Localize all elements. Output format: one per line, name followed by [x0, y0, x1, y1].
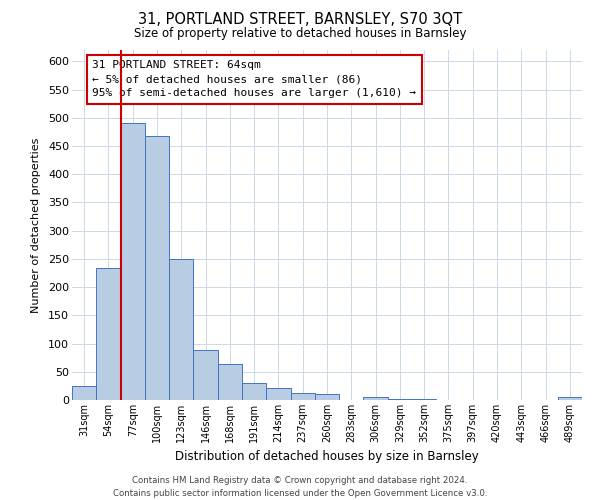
Bar	[558, 397, 582, 400]
Y-axis label: Number of detached properties: Number of detached properties	[31, 138, 41, 312]
Text: 31 PORTLAND STREET: 64sqm
← 5% of detached houses are smaller (86)
95% of semi-d: 31 PORTLAND STREET: 64sqm ← 5% of detach…	[92, 60, 416, 98]
Text: Size of property relative to detached houses in Barnsley: Size of property relative to detached ho…	[134, 28, 466, 40]
Bar	[72, 386, 96, 400]
Bar	[121, 124, 145, 400]
X-axis label: Distribution of detached houses by size in Barnsley: Distribution of detached houses by size …	[175, 450, 479, 464]
Text: Contains HM Land Registry data © Crown copyright and database right 2024.
Contai: Contains HM Land Registry data © Crown c…	[113, 476, 487, 498]
Bar	[388, 399, 412, 400]
Bar	[242, 383, 266, 400]
Bar	[169, 259, 193, 400]
Bar	[364, 397, 388, 400]
Text: 31, PORTLAND STREET, BARNSLEY, S70 3QT: 31, PORTLAND STREET, BARNSLEY, S70 3QT	[138, 12, 462, 28]
Bar	[96, 268, 121, 400]
Bar	[193, 350, 218, 400]
Bar	[315, 394, 339, 400]
Bar	[218, 364, 242, 400]
Bar	[290, 392, 315, 400]
Bar	[266, 388, 290, 400]
Bar	[145, 136, 169, 400]
